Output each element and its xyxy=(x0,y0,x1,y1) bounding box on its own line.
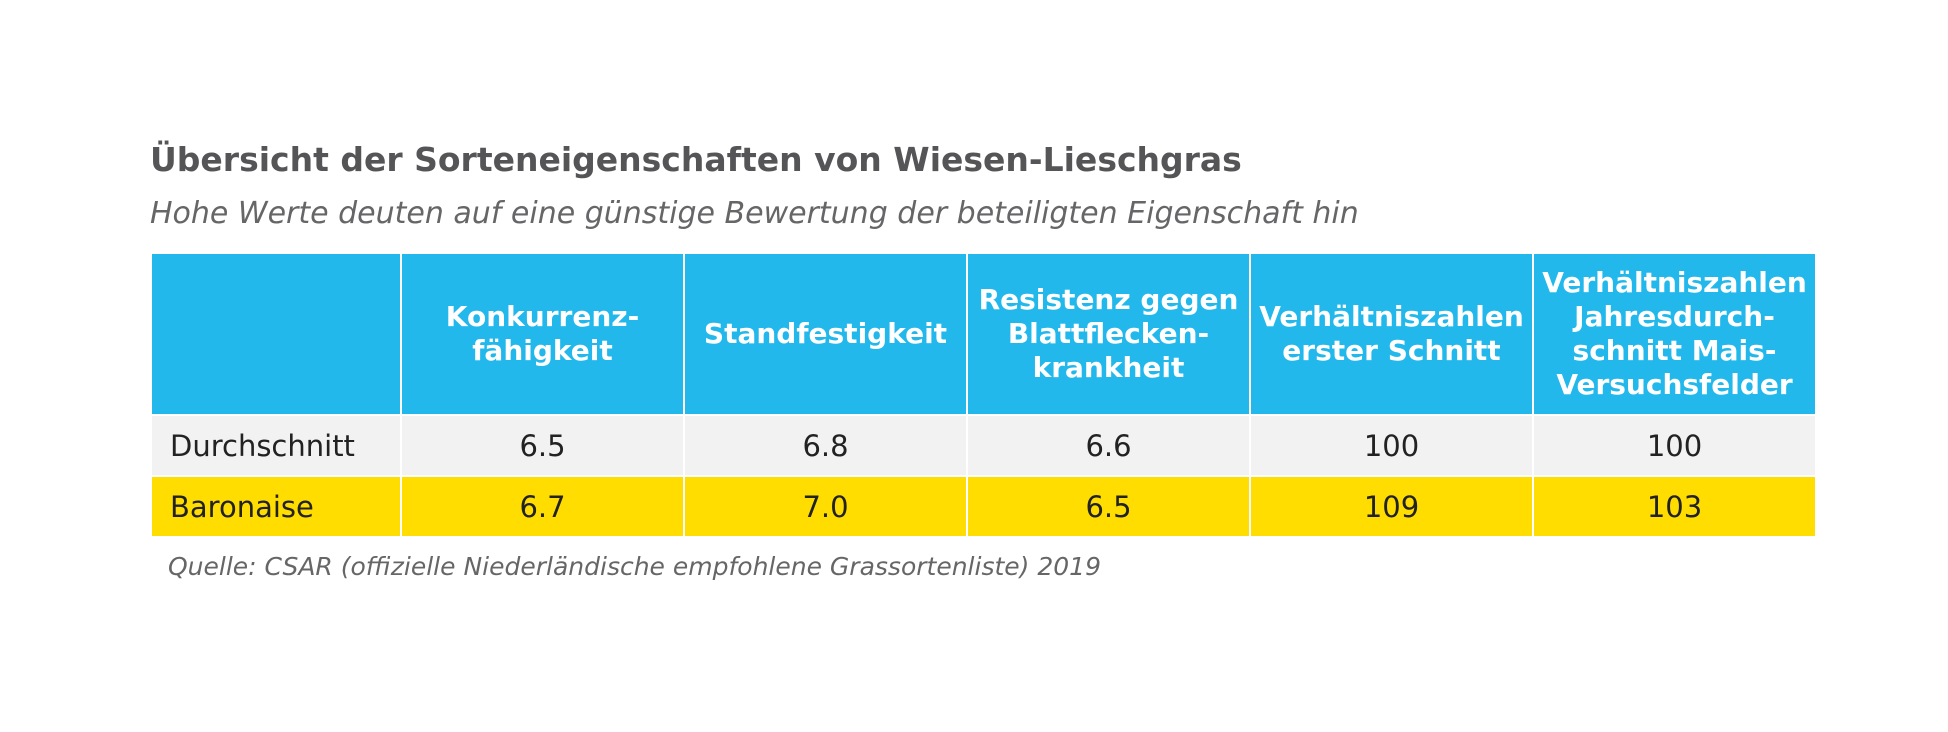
properties-table: Konkurrenz-fähigkeit Standfestigkeit Res… xyxy=(150,252,1817,538)
table-cell: 100 xyxy=(1249,414,1534,477)
header-cell-standfestigkeit: Standfestigkeit xyxy=(683,252,968,416)
table-row-baronaise: Baronaise 6.7 7.0 6.5 109 103 xyxy=(150,475,1817,538)
header-cell-jahresdurchschnitt: Verhältniszahlen Jahresdurch-schnitt Mais… xyxy=(1532,252,1817,416)
table-cell: 6.8 xyxy=(683,414,968,477)
table-title: Übersicht der Sorteneigenschaften von Wi… xyxy=(150,140,1242,179)
table-cell: 6.7 xyxy=(400,475,685,538)
header-row: Konkurrenz-fähigkeit Standfestigkeit Res… xyxy=(150,252,1817,416)
header-cell-empty xyxy=(150,252,402,416)
source-note: Quelle: CSAR (offizielle Niederländische… xyxy=(168,552,1101,581)
table-cell: 100 xyxy=(1532,414,1817,477)
table-cell: 6.5 xyxy=(966,475,1251,538)
row-label: Baronaise xyxy=(150,475,402,538)
table-cell: 109 xyxy=(1249,475,1534,538)
header-cell-resistenz: Resistenz gegen Blattflecken-krankheit xyxy=(966,252,1251,416)
header-cell-erster-schnitt: Verhältniszahlen erster Schnitt xyxy=(1249,252,1534,416)
table-cell: 7.0 xyxy=(683,475,968,538)
table-cell: 6.5 xyxy=(400,414,685,477)
table-cell: 6.6 xyxy=(966,414,1251,477)
table-cell: 103 xyxy=(1532,475,1817,538)
row-label: Durchschnitt xyxy=(150,414,402,477)
table-subtitle: Hohe Werte deuten auf eine günstige Bewe… xyxy=(150,196,1359,231)
header-cell-konkurrenzfaehigkeit: Konkurrenz-fähigkeit xyxy=(400,252,685,416)
table-row-durchschnitt: Durchschnitt 6.5 6.8 6.6 100 100 xyxy=(150,414,1817,477)
